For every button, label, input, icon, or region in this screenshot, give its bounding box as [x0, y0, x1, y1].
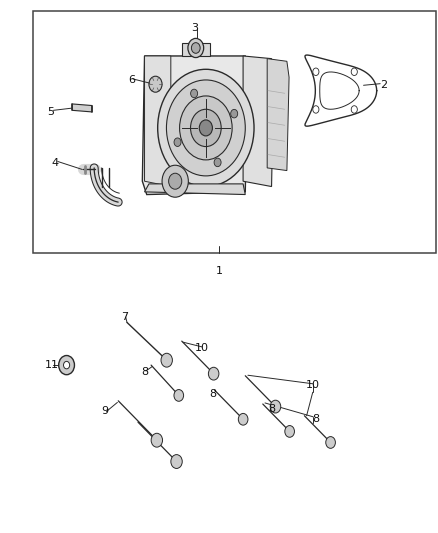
Text: 3: 3 — [191, 23, 198, 33]
Text: 11: 11 — [45, 360, 59, 370]
Text: 2: 2 — [380, 80, 387, 90]
Text: 10: 10 — [194, 343, 208, 352]
Polygon shape — [267, 59, 289, 171]
Text: 8: 8 — [141, 367, 148, 376]
Text: 8: 8 — [268, 405, 275, 414]
Text: 8: 8 — [312, 415, 319, 424]
Circle shape — [169, 173, 182, 189]
Circle shape — [174, 390, 184, 401]
Circle shape — [326, 437, 336, 448]
Text: 5: 5 — [47, 107, 54, 117]
Polygon shape — [145, 184, 245, 195]
Polygon shape — [142, 56, 247, 195]
Text: 6: 6 — [128, 75, 135, 85]
Circle shape — [191, 109, 221, 147]
Circle shape — [214, 158, 221, 167]
Circle shape — [208, 367, 219, 380]
Text: 9: 9 — [102, 407, 109, 416]
Circle shape — [231, 109, 238, 118]
Polygon shape — [72, 104, 92, 112]
Circle shape — [162, 165, 188, 197]
Circle shape — [191, 43, 200, 53]
Circle shape — [351, 68, 357, 76]
Circle shape — [151, 433, 162, 447]
Circle shape — [171, 455, 182, 469]
Text: 8: 8 — [209, 390, 216, 399]
Polygon shape — [145, 56, 171, 187]
Circle shape — [270, 400, 281, 413]
Circle shape — [59, 356, 74, 375]
Circle shape — [174, 138, 181, 147]
Circle shape — [313, 106, 319, 113]
Text: 1: 1 — [215, 266, 223, 276]
Circle shape — [285, 425, 294, 437]
Text: 10: 10 — [306, 380, 320, 390]
Bar — [33, 11, 436, 253]
Circle shape — [238, 414, 248, 425]
Circle shape — [149, 76, 162, 92]
Text: 7: 7 — [121, 312, 128, 322]
Circle shape — [166, 80, 245, 176]
Circle shape — [180, 96, 232, 160]
Polygon shape — [182, 43, 210, 56]
Circle shape — [191, 89, 198, 98]
Circle shape — [199, 120, 212, 136]
Circle shape — [64, 361, 70, 369]
Circle shape — [351, 106, 357, 113]
Circle shape — [313, 68, 319, 76]
Text: 4: 4 — [51, 158, 58, 167]
Circle shape — [188, 38, 204, 58]
Circle shape — [158, 69, 254, 187]
Polygon shape — [243, 56, 274, 187]
Circle shape — [161, 353, 173, 367]
